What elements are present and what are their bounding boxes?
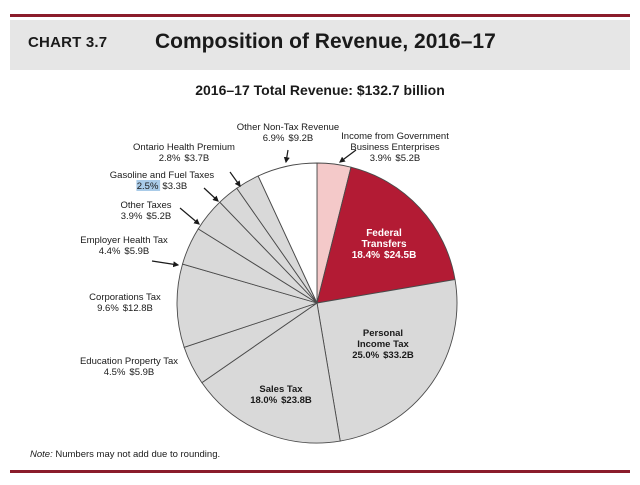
slice-percent-ontario-health-premium: 2.8% [159, 153, 181, 164]
pie-slice-sales-tax [201, 302, 341, 444]
slice-label-corporations-tax: Corporations Tax [89, 292, 161, 303]
slice-percent-personal-income-tax: 25.0% [352, 350, 379, 361]
slice-percent-other-non-tax-revenue: 6.9% [263, 133, 285, 144]
slice-value-income-from-government-business-enterprises: 3.9% $5.2B [370, 153, 420, 164]
slice-value-employer-health-tax: 4.4% $5.9B [99, 246, 149, 257]
slice-amount-other-taxes: $5.2B [146, 211, 171, 222]
pie-slice-federal-transfers [316, 166, 456, 304]
slice-amount-other-non-tax-revenue: $9.2B [288, 133, 313, 144]
slice-amount-federal-transfers: $24.5B [384, 250, 416, 261]
slice-percent-gasoline-and-fuel-taxes: 2.5% [137, 181, 159, 192]
slice-percent-income-from-government-business-enterprises: 3.9% [370, 153, 392, 164]
slice-label-personal-income-tax-line2: Income Tax [357, 339, 409, 350]
slice-label-gasoline-and-fuel-taxes: Gasoline and Fuel Taxes [110, 170, 215, 181]
slice-percent-corporations-tax: 9.6% [97, 303, 119, 314]
chart-subtitle: 2016–17 Total Revenue: $132.7 billion [195, 82, 445, 98]
footnote: Note: Numbers may not add due to roundin… [30, 449, 220, 460]
leader-arrow-ontario-health-premium [229, 171, 241, 187]
footnote-prefix: Note: [30, 449, 53, 460]
slice-percent-employer-health-tax: 4.4% [99, 246, 121, 257]
slice-label-sales-tax: Sales Tax [259, 384, 303, 395]
slice-label-employer-health-tax: Employer Health Tax [80, 235, 168, 246]
slice-value-ontario-health-premium: 2.8% $3.7B [159, 153, 209, 164]
slice-label-income-from-government-business-enterprises-line2: Business Enterprises [350, 142, 439, 153]
slice-value-other-non-tax-revenue: 6.9% $9.2B [263, 133, 313, 144]
slice-percent-education-property-tax: 4.5% [104, 367, 126, 378]
slice-label-federal-transfers-line1: Federal [366, 228, 402, 239]
percent-highlight [136, 180, 161, 191]
leader-arrow-income-from-government-business-enterprises [339, 149, 357, 163]
page-top-margin [0, 0, 640, 17]
slice-value-federal-transfers: 18.4% $24.5B [352, 250, 417, 261]
slice-value-education-property-tax: 4.5% $5.9B [104, 367, 154, 378]
slice-label-other-taxes: Other Taxes [120, 200, 171, 211]
leader-arrow-other-non-tax-revenue [283, 149, 290, 164]
leader-arrow-gasoline-and-fuel-taxes [203, 187, 219, 202]
slice-amount-ontario-health-premium: $3.7B [184, 153, 209, 164]
slice-label-personal-income-tax-line1: Personal [363, 328, 403, 339]
slice-percent-federal-transfers: 18.4% [352, 250, 380, 261]
slice-percent-sales-tax: 18.0% [250, 395, 277, 406]
slice-label-other-non-tax-revenue: Other Non-Tax Revenue [237, 122, 339, 133]
slice-value-corporations-tax: 9.6% $12.8B [97, 303, 153, 314]
leader-arrow-employer-health-tax [151, 260, 180, 268]
slice-label-income-from-government-business-enterprises-line1: Income from Government [341, 131, 449, 142]
slice-amount-personal-income-tax: $33.2B [383, 350, 414, 361]
slice-percent-other-taxes: 3.9% [121, 211, 143, 222]
pie-slice-corporations-tax [176, 263, 319, 348]
pie-slice-other-non-tax-revenue [257, 162, 318, 304]
slice-amount-gasoline-and-fuel-taxes: $3.3B [162, 181, 187, 192]
slice-amount-sales-tax: $23.8B [281, 395, 312, 406]
footnote-text: Numbers may not add due to rounding. [52, 449, 221, 460]
bottom-accent-rule [10, 470, 630, 473]
slice-label-ontario-health-premium: Ontario Health Premium [133, 142, 235, 153]
top-accent-rule [10, 14, 630, 17]
slice-label-federal-transfers-line2: Transfers [361, 239, 406, 250]
slice-amount-employer-health-tax: $5.9B [124, 246, 149, 257]
slice-amount-corporations-tax: $12.8B [123, 303, 153, 314]
slice-value-sales-tax: 18.0% $23.8B [250, 395, 312, 406]
slice-amount-income-from-government-business-enterprises: $5.2B [395, 153, 420, 164]
slice-label-education-property-tax: Education Property Tax [80, 356, 178, 367]
chart-number: CHART 3.7 [28, 34, 108, 51]
chart-title: Composition of Revenue, 2016–17 [155, 30, 496, 53]
chart-header-band [10, 20, 630, 70]
slice-amount-education-property-tax: $5.9B [129, 367, 154, 378]
slice-value-other-taxes: 3.9% $5.2B [121, 211, 171, 222]
slice-value-gasoline-and-fuel-taxes: 2.5% $3.3B [137, 181, 187, 192]
slice-value-personal-income-tax: 25.0% $33.2B [352, 350, 414, 361]
leader-arrow-other-taxes [179, 207, 200, 225]
pie-slice-personal-income-tax [316, 279, 458, 442]
